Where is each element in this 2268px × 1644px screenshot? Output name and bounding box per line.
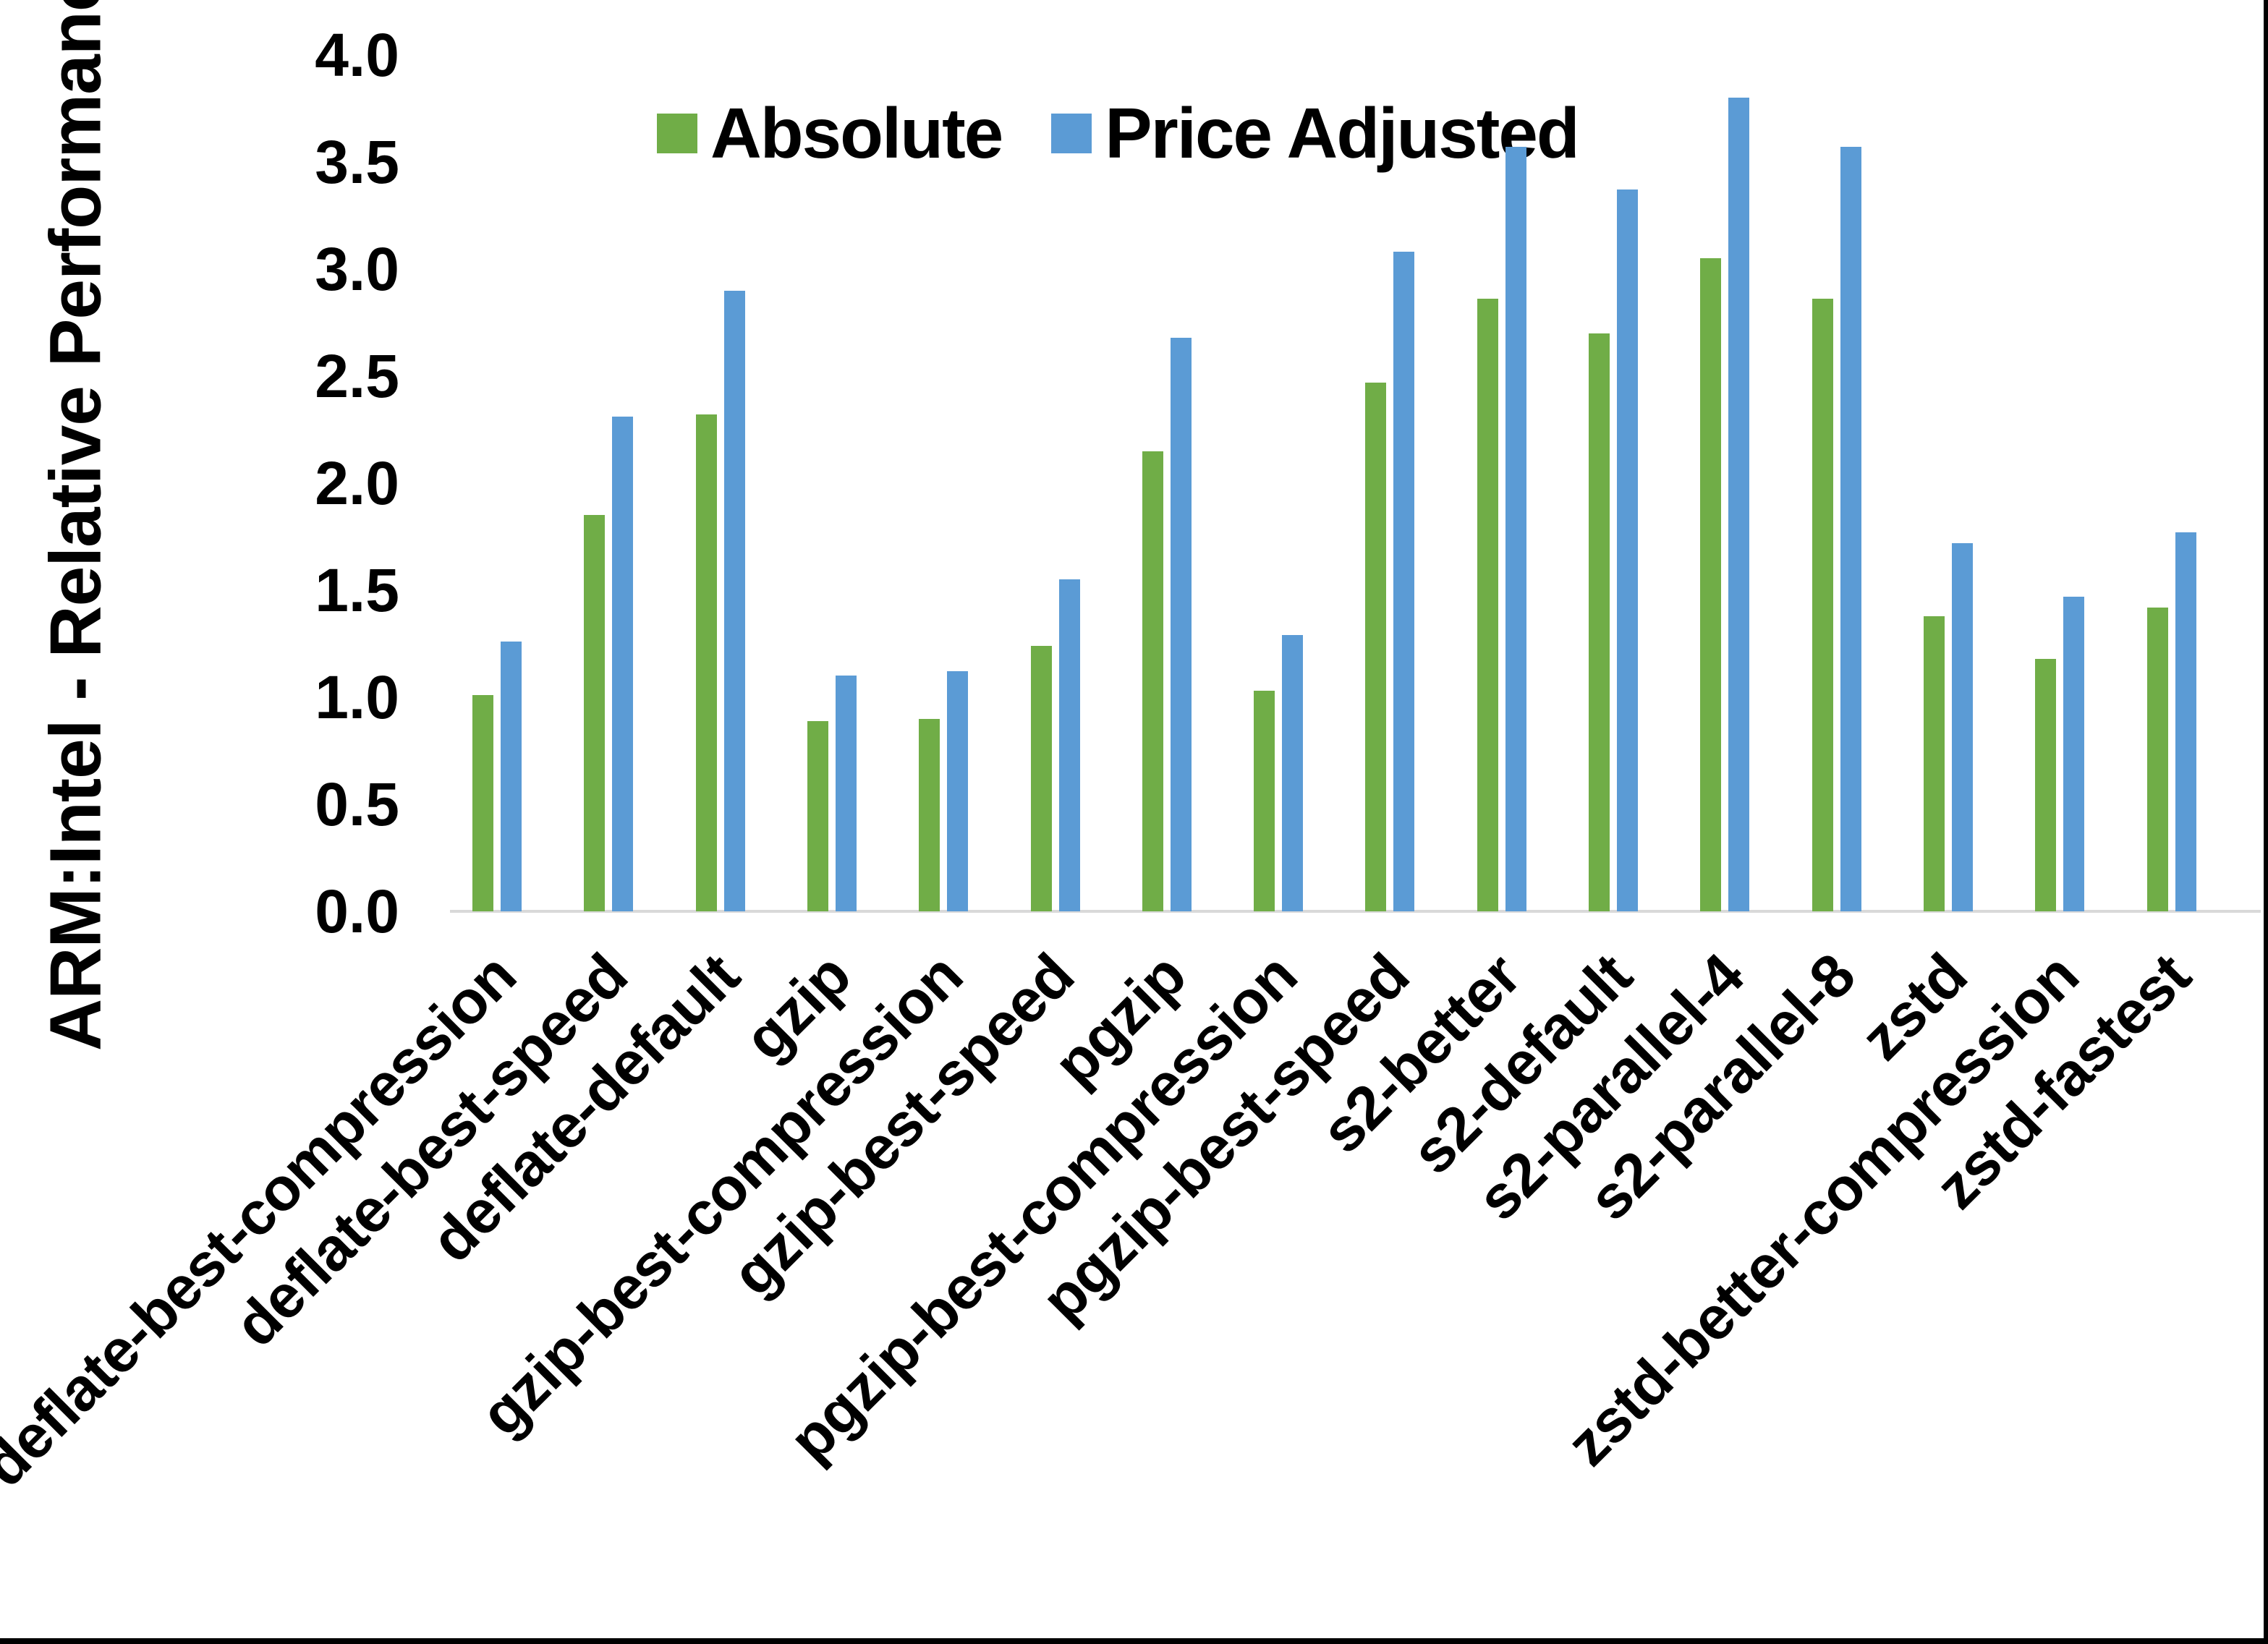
bar-price-adjusted-zstd-fastest: [2175, 532, 2196, 911]
y-tick-label: 1.5: [315, 556, 399, 624]
bar-price-adjusted-deflate-best-speed: [612, 417, 633, 911]
page-edge-right: [2264, 0, 2268, 1644]
legend-swatch-absolute: [657, 114, 697, 153]
bar-price-adjusted-pgzip-best-speed: [1393, 252, 1414, 911]
legend-label-absolute: Absolute: [710, 93, 1003, 173]
bar-price-adjusted-s2-default: [1617, 189, 1638, 911]
y-tick-label: 2.5: [315, 342, 399, 410]
bar-absolute-deflate-best-compression: [472, 695, 493, 911]
y-tick-label: 4.0: [315, 21, 399, 89]
bar-price-adjusted-deflate-best-compression: [501, 642, 522, 911]
bar-absolute-gzip: [807, 721, 828, 911]
y-axis-title: ARM:Intel - Relative Performance: [35, 0, 116, 1052]
y-tick-label: 2.0: [315, 449, 399, 517]
y-tick-label: 3.0: [315, 235, 399, 303]
bar-absolute-deflate-best-speed: [584, 515, 605, 911]
x-axis-line: [450, 910, 2261, 913]
legend-item-absolute: Absolute: [657, 93, 1003, 174]
bar-price-adjusted-deflate-default: [724, 291, 745, 911]
bar-absolute-pgzip: [1142, 451, 1163, 911]
bar-price-adjusted-s2-parallel-8: [1840, 147, 1861, 911]
y-tick-label: 0.5: [315, 770, 399, 838]
bar-price-adjusted-zstd-better-compression: [2063, 597, 2084, 911]
bar-absolute-s2-parallel-8: [1812, 299, 1833, 911]
bar-price-adjusted-pgzip: [1171, 338, 1192, 911]
bar-price-adjusted-gzip-best-compression: [947, 671, 968, 911]
bar-price-adjusted-pgzip-best-compression: [1282, 635, 1303, 911]
bar-absolute-gzip-best-speed: [1031, 646, 1052, 911]
bar-absolute-s2-better: [1477, 299, 1498, 911]
bar-absolute-gzip-best-compression: [919, 719, 940, 911]
bar-price-adjusted-zstd: [1952, 543, 1973, 911]
bar-absolute-s2-parallel-4: [1700, 258, 1721, 911]
bar-absolute-zstd-fastest: [2147, 608, 2168, 911]
y-tick-label: 1.0: [315, 663, 399, 731]
bar-price-adjusted-s2-better: [1505, 147, 1526, 911]
bar-absolute-s2-default: [1589, 333, 1610, 911]
bar-absolute-zstd: [1924, 616, 1945, 911]
y-tick-label: 0.0: [315, 877, 399, 945]
bar-price-adjusted-gzip: [836, 676, 857, 911]
legend-item-price-adjusted: Price Adjusted: [1051, 93, 1580, 174]
bar-absolute-pgzip-best-speed: [1365, 383, 1386, 911]
bar-absolute-pgzip-best-compression: [1254, 691, 1275, 911]
legend: Absolute Price Adjusted: [657, 93, 1580, 174]
bar-price-adjusted-s2-parallel-4: [1728, 98, 1749, 911]
bar-price-adjusted-gzip-best-speed: [1059, 579, 1080, 911]
bar-absolute-zstd-better-compression: [2035, 659, 2056, 911]
legend-label-price-adjusted: Price Adjusted: [1105, 93, 1580, 173]
page-edge-bottom: [0, 1638, 2268, 1644]
bar-absolute-deflate-default: [696, 414, 717, 911]
y-tick-label: 3.5: [315, 128, 399, 196]
legend-swatch-price-adjusted: [1051, 114, 1092, 153]
